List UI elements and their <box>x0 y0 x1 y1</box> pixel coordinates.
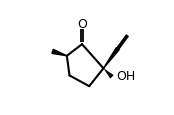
Polygon shape <box>104 48 119 69</box>
Polygon shape <box>52 50 67 56</box>
Text: OH: OH <box>116 69 135 82</box>
Text: O: O <box>77 18 87 31</box>
